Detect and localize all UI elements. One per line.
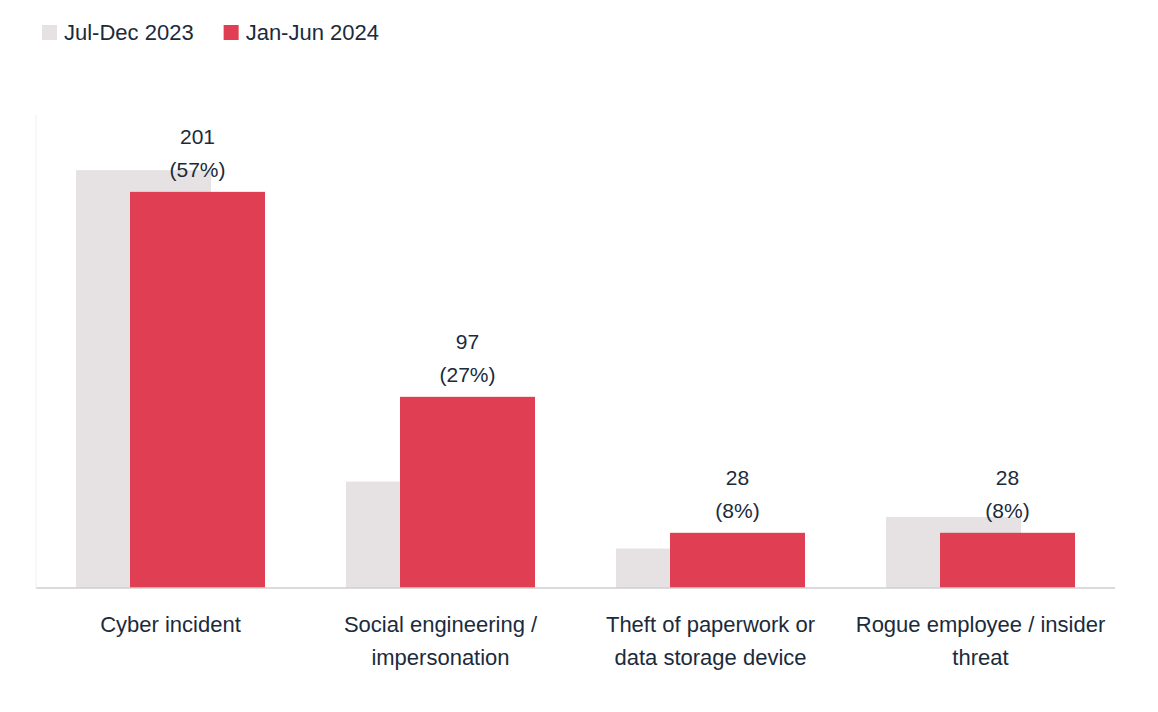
category-label: Theft of paperwork or data storage device [606, 612, 815, 670]
range-line [36, 115, 37, 588]
data-label: 28 (8%) [715, 466, 759, 522]
chart: Jul-Dec 2023 Jan-Jun 2024 201 (57%) Cyber in… [0, 0, 1158, 712]
category-label: Cyber incident [100, 612, 241, 637]
data-label-line: (57%) [169, 158, 225, 181]
bar [130, 192, 265, 588]
data-label-line: 28 [996, 466, 1019, 489]
baseline [36, 587, 1115, 589]
category-label-line: impersonation [371, 645, 509, 670]
data-label: 97 (27%) [439, 330, 495, 386]
category-label-line: threat [952, 645, 1008, 670]
data-label-line: 97 [456, 330, 479, 353]
category-label-line: Theft of paperwork or [606, 612, 815, 637]
category-label-line: Cyber incident [100, 612, 241, 637]
category-label-line: Rogue employee / insider [856, 612, 1105, 637]
data-label-line: (8%) [985, 499, 1029, 522]
category-label-line: Social engineering / [344, 612, 538, 637]
data-label-line: (8%) [715, 499, 759, 522]
bar [940, 533, 1075, 588]
data-label-line: 28 [726, 466, 749, 489]
category-label: Social engineering / impersonation [344, 612, 538, 670]
data-label: 28 (8%) [985, 466, 1029, 522]
legend-label: Jan-Jun 2024 [246, 20, 379, 45]
data-label: 201 (57%) [169, 125, 225, 181]
category-label-line: data storage device [614, 645, 806, 670]
bar [670, 533, 805, 588]
legend-label: Jul-Dec 2023 [64, 20, 194, 45]
bars [76, 170, 1075, 588]
data-label-line: (27%) [439, 363, 495, 386]
category-label: Rogue employee / insider threat [856, 612, 1105, 670]
legend-swatch [224, 25, 239, 40]
legend-swatch [42, 25, 57, 40]
bar [400, 397, 535, 588]
data-label-line: 201 [180, 125, 215, 148]
